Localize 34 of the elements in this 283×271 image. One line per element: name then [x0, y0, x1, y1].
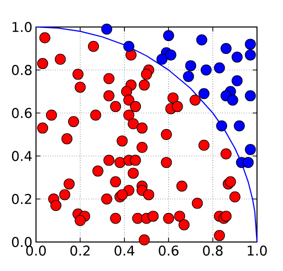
point	[227, 94, 238, 106]
y-tick-label: 0.2	[12, 194, 32, 204]
point	[163, 30, 174, 42]
x-tick-label: 0.4	[114, 246, 134, 256]
point	[156, 54, 168, 65]
point	[232, 52, 243, 63]
y-tick-label: 0.4	[12, 150, 32, 162]
point	[101, 24, 112, 35]
point	[244, 49, 256, 60]
y-tick-label: 0.6	[12, 108, 32, 118]
point	[244, 90, 256, 102]
point	[244, 144, 256, 156]
point	[214, 62, 225, 74]
point	[244, 38, 256, 50]
x-tick-label: 0.6	[158, 246, 178, 256]
point	[123, 40, 134, 52]
point	[182, 70, 194, 82]
point	[220, 42, 232, 54]
point	[234, 120, 245, 132]
y-tick-label: 1.0	[12, 22, 32, 32]
x-tick-label: 0.8	[203, 246, 223, 256]
point	[165, 49, 176, 60]
x-tick-label: 0.0	[26, 246, 46, 256]
y-tick-label: 0.0	[12, 236, 32, 248]
point	[232, 75, 243, 86]
point	[216, 120, 228, 132]
point	[185, 60, 196, 72]
x-tick-label: 1.0	[248, 246, 267, 256]
y-tick-label: 0.8	[12, 64, 32, 76]
point	[200, 64, 212, 76]
point	[196, 34, 208, 46]
point	[198, 88, 210, 100]
point	[242, 156, 254, 168]
x-tick-label: 0.2	[70, 246, 90, 256]
